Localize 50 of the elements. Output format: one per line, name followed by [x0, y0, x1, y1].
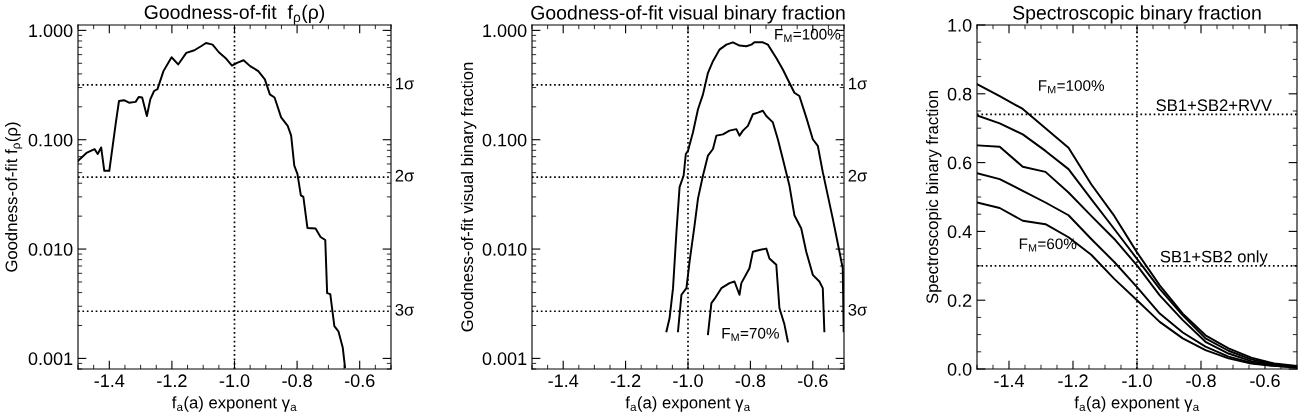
ref-line-label: 2σ: [395, 169, 415, 182]
x-tick-label: -1.0: [219, 374, 250, 388]
chart-title: Goodness-of-fit f$_{ρ}$(ρ): [144, 4, 325, 25]
annotation: F$_{M}$=100%: [1039, 80, 1105, 94]
y-tick-label: 1.000: [483, 24, 527, 38]
chart-title: Goodness-of-fit visual binary fraction: [531, 5, 845, 24]
x-axis-title: f$_{a}$(a) exponent γ$_{a}$: [1074, 396, 1200, 412]
y-tick-label: 1.0: [948, 18, 972, 32]
x-tick-label: -1.4: [94, 374, 125, 387]
x-tick-label: -1.0: [1122, 374, 1152, 388]
y-tick-label: 0.001: [28, 352, 73, 366]
y-tick-label: 0.4: [947, 225, 972, 239]
y-axis-title: Goodness-of-fit f$_{ρ}$(ρ): [5, 122, 23, 272]
ref-line-label: SB1+SB2+RVV: [1156, 99, 1272, 112]
x-tick-label: -1.4: [548, 374, 579, 387]
y-tick-label: 0.010: [482, 243, 527, 256]
y-tick-label: 0.0: [947, 362, 972, 376]
x-tick-label: -1.0: [673, 374, 703, 388]
ref-line-label: 1σ: [396, 77, 415, 90]
y-tick-label: 0.100: [482, 133, 527, 147]
x-tick-label: -1.2: [1058, 374, 1088, 387]
y-axis-title: Spectroscopic binary fraction: [925, 91, 942, 304]
y-axis-title: Goodness-of-fit visual binary fraction: [460, 62, 477, 332]
ref-line-label: SB1+SB2 only: [1160, 250, 1268, 266]
x-tick-label: -0.6: [798, 374, 828, 388]
x-tick-label: -0.8: [735, 374, 766, 388]
y-tick-label: 0.010: [28, 243, 73, 256]
y-tick-label: 0.100: [28, 133, 73, 147]
x-tick-label: -0.6: [1250, 374, 1280, 388]
x-tick-label: -1.4: [994, 374, 1025, 387]
x-tick-label: -0.6: [344, 374, 375, 388]
x-tick-label: -0.8: [282, 374, 312, 388]
chart-title: Spectroscopic binary fraction: [1013, 5, 1261, 24]
annotation: F$_{M}$=70%: [722, 327, 779, 341]
x-axis-title: f$_{a}$(a) exponent γ$_{a}$: [625, 396, 751, 412]
ref-line-label: 1σ: [849, 77, 868, 90]
y-tick-label: 1.000: [29, 24, 73, 38]
annotation: F$_{M}$=60%: [1019, 238, 1077, 252]
ref-line-label: 2σ: [848, 169, 868, 182]
x-tick-label: -0.8: [1186, 374, 1216, 388]
y-tick-label: 0.2: [947, 294, 972, 307]
annotation: F$_{M}$=100%: [775, 28, 841, 42]
y-tick-label: 0.001: [482, 352, 527, 366]
ref-line-label: 3σ: [395, 303, 415, 316]
y-tick-label: 0.8: [947, 87, 972, 101]
x-tick-label: -1.2: [157, 374, 187, 387]
x-tick-label: -1.2: [610, 374, 641, 387]
x-axis-title: f$_{a}$(a) exponent γ$_{a}$: [171, 396, 297, 412]
ref-line-label: 3σ: [848, 303, 868, 316]
y-tick-label: 0.6: [947, 156, 972, 170]
